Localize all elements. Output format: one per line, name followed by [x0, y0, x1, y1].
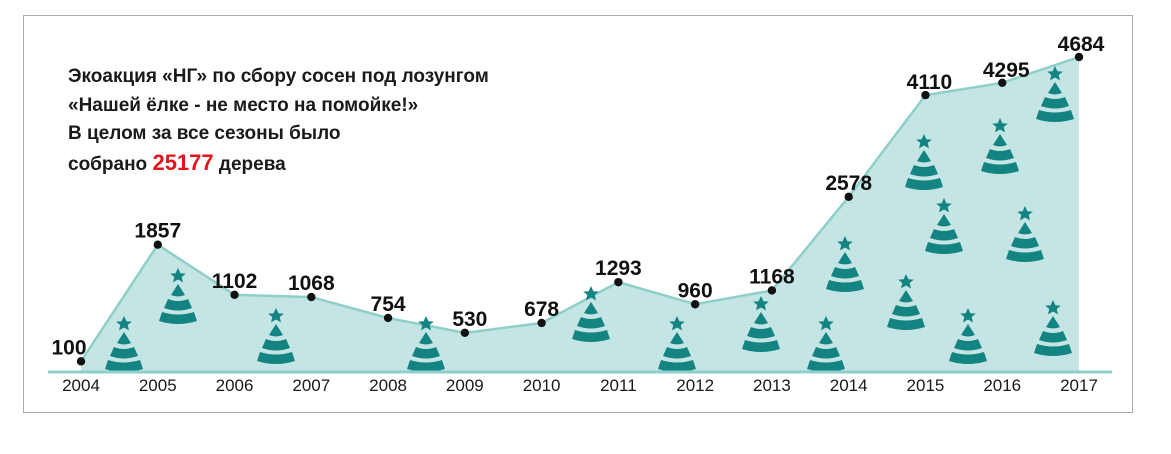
headline-line-3: В целом за все сезоны было	[68, 123, 341, 144]
value-label: 1068	[288, 272, 335, 295]
value-label: 1293	[595, 257, 642, 280]
data-point	[844, 192, 853, 202]
data-point	[537, 318, 546, 328]
value-label: 960	[678, 279, 713, 302]
data-point	[76, 357, 86, 366]
data-point	[921, 90, 930, 100]
value-label: 4684	[1058, 33, 1105, 56]
x-tick-label: 2017	[1060, 376, 1098, 395]
area-layer	[79, 55, 1080, 372]
x-tick-label: 2015	[907, 376, 945, 395]
data-point	[153, 240, 162, 249]
total-count: 25177	[152, 149, 214, 175]
x-tick-label: 2004	[62, 376, 100, 395]
x-tick-label: 2011	[600, 376, 637, 395]
chart-headline: Экоакция «НГ» по сбору сосен под лозунго…	[68, 63, 489, 179]
value-label: 4295	[983, 59, 1030, 82]
data-point	[614, 277, 623, 287]
value-label: 530	[452, 308, 487, 331]
value-label: 1168	[749, 265, 795, 288]
headline-line-4: собрано 25177 дерева	[68, 149, 489, 180]
headline-line-2: «Нашей ёлке - не место на помойке!»	[68, 94, 419, 116]
value-label: 1102	[212, 270, 258, 293]
value-label: 2578	[825, 172, 872, 195]
x-tick-label: 2013	[753, 376, 791, 395]
series-line	[79, 55, 1080, 363]
data-point	[383, 313, 393, 323]
x-tick-label: 2005	[139, 376, 177, 395]
x-tick-label: 2016	[983, 376, 1021, 395]
x-tick-label: 2008	[369, 376, 407, 395]
data-point	[767, 286, 777, 295]
data-point	[460, 328, 470, 338]
value-label: 1857	[134, 220, 181, 243]
data-point	[230, 290, 239, 300]
value-label: 678	[524, 298, 559, 321]
data-point	[307, 292, 316, 302]
x-tick-label: 2009	[446, 376, 484, 395]
data-point	[998, 78, 1007, 88]
x-tick-label: 2014	[830, 376, 868, 395]
headline-suffix: дерева	[218, 153, 286, 175]
x-tick-label: 2012	[676, 376, 714, 395]
x-tick-label: 2006	[216, 376, 254, 395]
value-label: 4110	[907, 71, 953, 94]
x-tick-label: 2010	[523, 376, 561, 395]
points-layer	[76, 52, 1084, 366]
area-fill	[81, 57, 1079, 372]
labels-layer: 100 2004 1857 2005 1102 2006 1068 2007 754 2008 53…	[51, 33, 1104, 395]
headline-prefix: собрано	[68, 153, 148, 175]
value-label: 754	[371, 293, 406, 316]
value-label: 100	[51, 336, 86, 359]
data-point	[1074, 52, 1084, 62]
x-tick-label: 2007	[292, 376, 330, 395]
data-point	[690, 300, 700, 309]
headline-line-1: Экоакция «НГ» по сбору сосен под лозунго…	[68, 66, 489, 87]
